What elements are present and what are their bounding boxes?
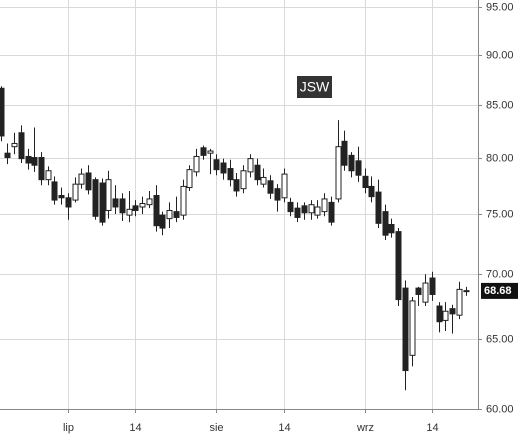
- x-tick-label: sie: [209, 422, 223, 434]
- candle-body: [294, 207, 301, 218]
- candle-body: [254, 164, 261, 181]
- x-tick-label: 14: [129, 422, 141, 434]
- candle-body: [260, 176, 267, 185]
- candle-body: [0, 87, 5, 137]
- candle-body: [105, 179, 112, 211]
- candle-body: [11, 142, 18, 148]
- y-tick-label: 70.00: [486, 268, 514, 280]
- candle-body: [335, 146, 342, 200]
- candle-body: [456, 288, 463, 316]
- candle-body: [422, 282, 429, 303]
- candle-body: [287, 201, 294, 213]
- candle-body: [153, 195, 160, 227]
- candle-body: [132, 205, 139, 211]
- candle-body: [213, 159, 220, 171]
- candle-body: [166, 209, 173, 220]
- candle-body: [429, 277, 436, 295]
- candle-body: [388, 224, 395, 234]
- candle-body: [78, 173, 85, 185]
- candle-body: [375, 191, 382, 224]
- candle-body: [449, 308, 456, 315]
- candle-body: [463, 290, 470, 293]
- candle-body: [341, 140, 348, 166]
- candle-body: [395, 231, 402, 301]
- candle-body: [200, 147, 207, 156]
- candle-body: [382, 211, 389, 236]
- candle-body: [328, 201, 335, 223]
- candle-body: [112, 198, 119, 208]
- grid: [0, 0, 478, 410]
- candle-body: [281, 173, 288, 199]
- candle-body: [409, 300, 416, 356]
- candle-body: [368, 185, 375, 198]
- candle-body: [348, 154, 355, 172]
- candle-body: [207, 150, 214, 154]
- candle-body: [355, 160, 362, 176]
- y-tick-label: 90.00: [486, 49, 514, 61]
- candle-body: [240, 170, 247, 190]
- y-tick-label: 85.00: [486, 99, 514, 111]
- candle-body: [186, 169, 193, 189]
- candle-body: [38, 157, 45, 181]
- x-tick-label: 14: [426, 422, 438, 434]
- candle-body: [31, 157, 38, 166]
- candle-body: [139, 203, 146, 208]
- candle-body: [99, 182, 106, 223]
- candle-body: [119, 198, 126, 214]
- candle-body: [314, 206, 321, 216]
- y-tick-label: 60.00: [486, 403, 514, 415]
- candle-body: [65, 197, 72, 208]
- candle-body: [301, 205, 308, 214]
- candle-body: [180, 185, 187, 216]
- candle-body: [436, 305, 443, 323]
- candle-body: [4, 152, 11, 159]
- plot-area: [0, 86, 470, 391]
- candle-body: [247, 158, 254, 173]
- candle-body: [173, 211, 180, 218]
- candle-body: [308, 204, 315, 214]
- x-tick-label: 14: [278, 422, 290, 434]
- y-tick-label: 80.00: [486, 152, 514, 164]
- candle-body: [321, 198, 328, 213]
- candle-body: [233, 179, 240, 192]
- y-tick-label: 75.00: [486, 208, 514, 220]
- candle-body: [51, 181, 58, 201]
- candle-body: [442, 310, 449, 321]
- candle-body: [25, 155, 32, 164]
- candle-body: [267, 180, 274, 194]
- y-tick-label: 95.00: [486, 1, 514, 13]
- candle-body: [415, 287, 422, 295]
- candle-body: [72, 183, 79, 201]
- chart-title: JSW: [300, 79, 330, 95]
- last-price-box: [481, 282, 518, 299]
- last-price-label: 68.68: [484, 285, 512, 297]
- candle-body: [18, 132, 25, 160]
- x-tick-label: wrz: [356, 422, 374, 434]
- candle-body: [193, 155, 200, 173]
- candle-body: [220, 162, 227, 174]
- candle-body: [85, 172, 92, 191]
- candle-body: [274, 188, 281, 201]
- candle-body: [92, 179, 99, 217]
- x-tick-label: lip: [63, 422, 74, 434]
- candle-body: [146, 198, 153, 206]
- candle-body: [362, 175, 369, 189]
- candle-body: [227, 168, 234, 181]
- candle-body: [159, 214, 166, 229]
- candle-body: [58, 195, 65, 199]
- title-box: [297, 76, 332, 98]
- candle-body: [402, 287, 409, 372]
- candle-body: [126, 208, 133, 216]
- y-tick-label: 65.00: [486, 333, 514, 345]
- candle-body: [45, 170, 52, 181]
